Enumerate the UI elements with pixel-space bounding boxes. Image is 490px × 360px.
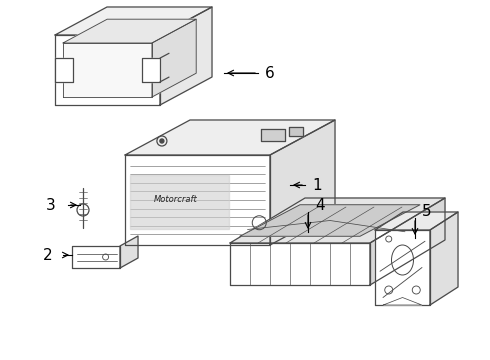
Polygon shape xyxy=(55,35,160,105)
Polygon shape xyxy=(370,198,445,285)
Polygon shape xyxy=(125,155,270,245)
Polygon shape xyxy=(270,120,335,245)
Polygon shape xyxy=(230,243,370,285)
Polygon shape xyxy=(290,126,303,135)
Polygon shape xyxy=(160,7,212,105)
Polygon shape xyxy=(55,7,212,35)
Circle shape xyxy=(160,139,164,143)
Polygon shape xyxy=(63,19,196,43)
Polygon shape xyxy=(240,205,420,236)
Text: 2: 2 xyxy=(42,248,52,262)
Text: 1: 1 xyxy=(312,177,321,193)
Text: 3: 3 xyxy=(46,198,56,212)
Text: Motorcraft: Motorcraft xyxy=(154,195,197,204)
Polygon shape xyxy=(430,212,458,305)
Polygon shape xyxy=(142,58,160,82)
Text: 4: 4 xyxy=(315,198,325,212)
Polygon shape xyxy=(375,230,430,305)
Text: 6: 6 xyxy=(265,66,275,81)
Polygon shape xyxy=(55,58,73,82)
Polygon shape xyxy=(130,175,229,229)
Polygon shape xyxy=(383,297,422,305)
Polygon shape xyxy=(125,120,335,155)
Polygon shape xyxy=(230,198,445,243)
Polygon shape xyxy=(375,212,458,230)
Polygon shape xyxy=(261,129,285,141)
Polygon shape xyxy=(63,43,152,97)
Polygon shape xyxy=(72,246,120,268)
Text: 5: 5 xyxy=(422,204,432,220)
Polygon shape xyxy=(120,236,138,268)
Polygon shape xyxy=(152,19,196,97)
